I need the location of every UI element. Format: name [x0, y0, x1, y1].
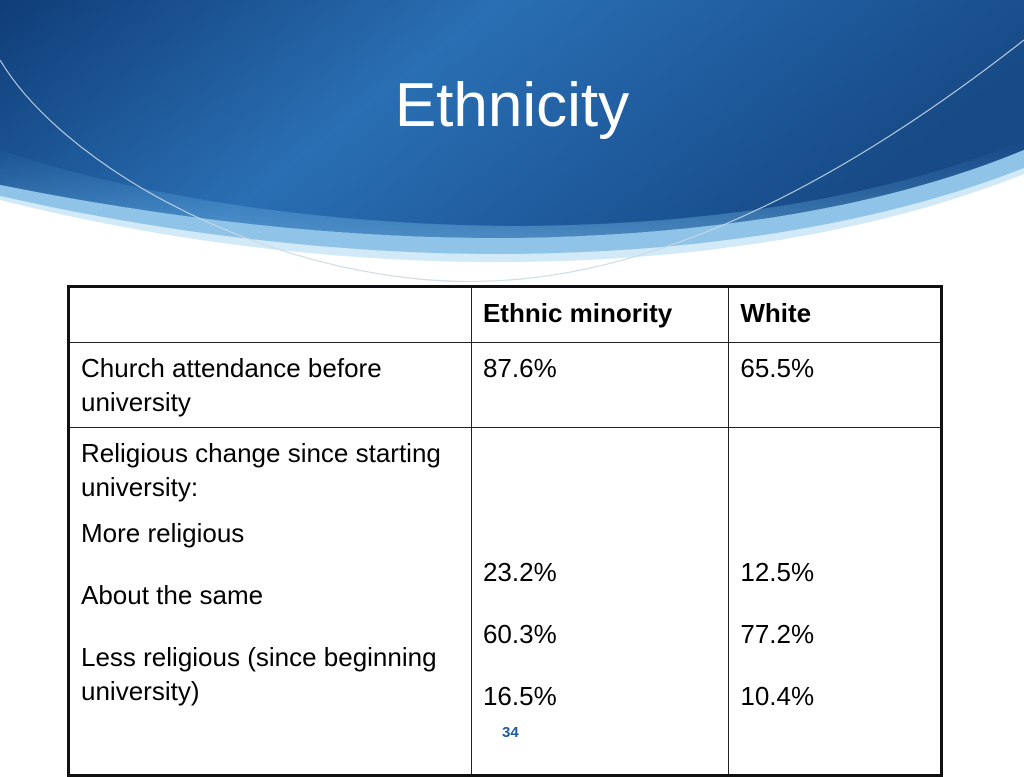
- header-banner: [0, 0, 1024, 283]
- sub-label-less-religious: Less religious (since beginning universi…: [81, 642, 437, 706]
- value-more-religious-ethnic-minority: 23.2%: [482, 557, 557, 587]
- page-number: 34: [502, 724, 519, 741]
- value-cell-ethnic-minority: 87.6%: [470, 342, 730, 428]
- header-cell-ethnic-minority: Ethnic minority: [470, 286, 730, 343]
- sub-label-more-religious: More religious: [81, 518, 245, 548]
- values-white: 12.5% 77.2% 10.4%: [728, 427, 942, 776]
- value-cell-white: 65.5%: [728, 342, 942, 428]
- row-label-religious-change: Religious change since starting universi…: [68, 427, 472, 776]
- table-header-row: Ethnic minority White: [68, 286, 942, 343]
- value-more-religious-white: 12.5%: [740, 557, 815, 587]
- table-row: Church attendance before university 87.6…: [68, 342, 942, 428]
- table-row: Religious change since starting universi…: [68, 427, 942, 776]
- header-cell-white: White: [728, 286, 942, 343]
- header-cell-empty: [68, 286, 472, 343]
- value-less-religious-white: 10.4%: [740, 681, 815, 711]
- value-about-same-white: 77.2%: [740, 619, 815, 649]
- sub-label-about-the-same: About the same: [81, 580, 264, 610]
- ethnicity-table: Ethnic minority White Church attendance …: [67, 285, 943, 777]
- row-label-church-attendance: Church attendance before university: [68, 342, 472, 428]
- value-about-same-ethnic-minority: 60.3%: [482, 619, 557, 649]
- value-less-religious-ethnic-minority: 16.5%: [482, 681, 557, 711]
- values-ethnic-minority: 23.2% 60.3% 16.5%: [470, 427, 730, 776]
- religious-change-heading: Religious change since starting universi…: [81, 438, 441, 502]
- slide-title: Ethnicity: [394, 71, 630, 140]
